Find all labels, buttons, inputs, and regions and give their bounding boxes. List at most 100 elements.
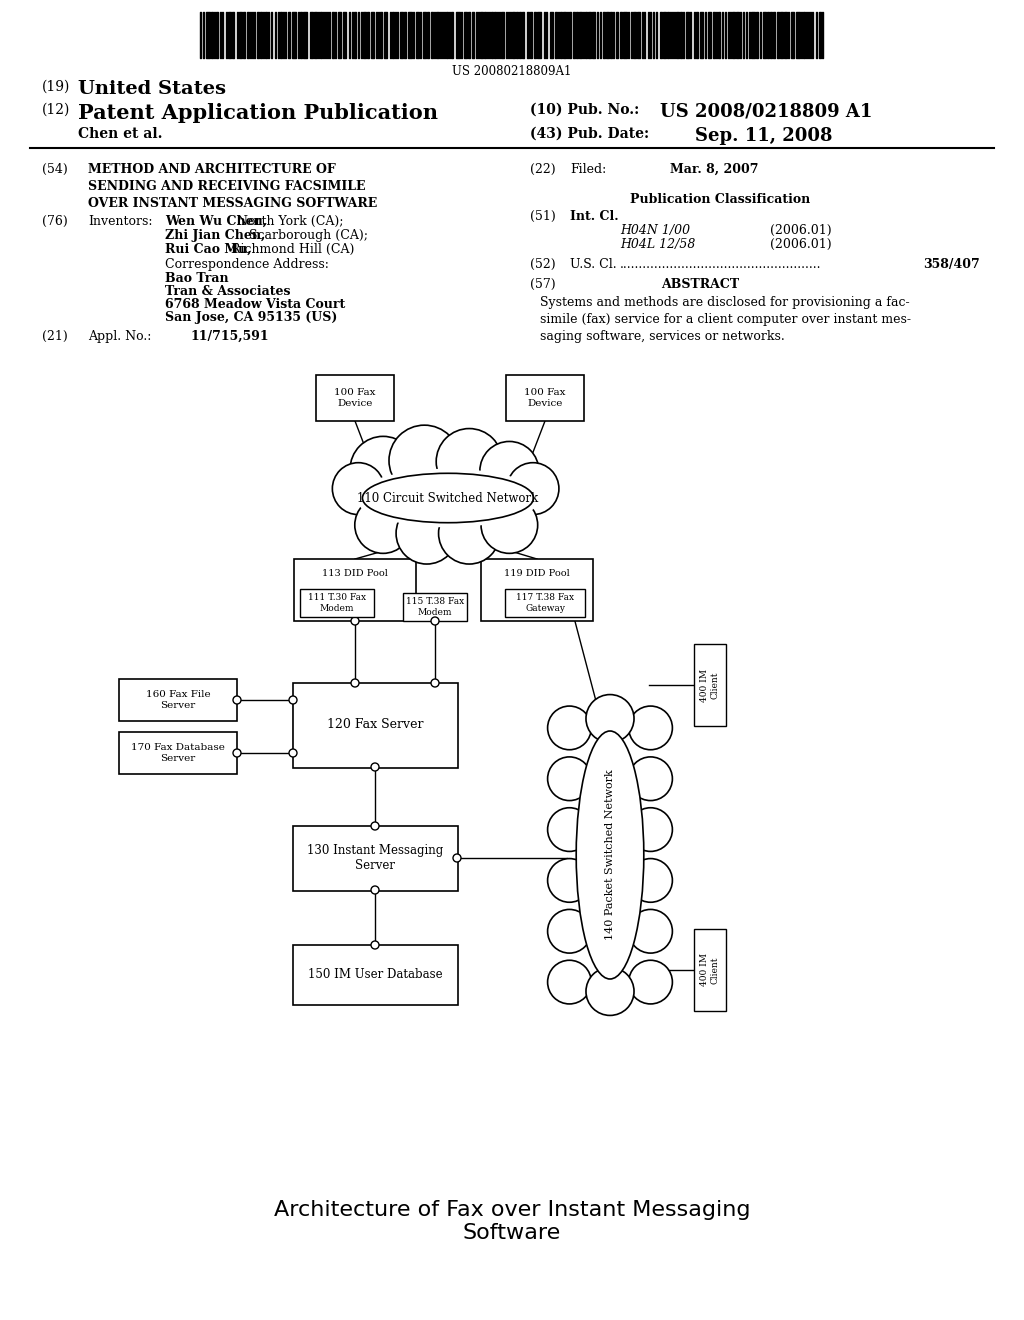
Text: (57): (57) [530,279,556,290]
FancyBboxPatch shape [293,945,458,1005]
Circle shape [350,437,416,503]
FancyBboxPatch shape [481,558,593,620]
Text: North York (CA);: North York (CA); [233,215,343,228]
Circle shape [548,858,591,903]
FancyBboxPatch shape [293,825,458,891]
Text: Tran & Associates: Tran & Associates [165,285,291,298]
Text: 115 T.38 Fax
Modem: 115 T.38 Fax Modem [406,597,464,616]
Text: (52): (52) [530,257,556,271]
Circle shape [548,756,591,800]
Text: (76): (76) [42,215,68,228]
Text: Filed:: Filed: [570,162,606,176]
Text: Inventors:: Inventors: [88,215,153,228]
Circle shape [586,694,634,743]
Text: 100 Fax
Device: 100 Fax Device [334,388,376,408]
Text: 11/715,591: 11/715,591 [190,330,268,343]
Circle shape [371,822,379,830]
Circle shape [333,463,384,515]
FancyBboxPatch shape [403,593,467,620]
Text: H04L 12/58: H04L 12/58 [620,238,695,251]
Text: US 20080218809A1: US 20080218809A1 [453,65,571,78]
Text: Systems and methods are disclosed for provisioning a fac-
simile (fax) service f: Systems and methods are disclosed for pr… [540,296,911,343]
Circle shape [507,463,559,515]
Circle shape [371,941,379,949]
Text: Bao Tran: Bao Tran [165,272,228,285]
Circle shape [629,706,673,750]
Text: United States: United States [78,81,226,98]
Text: 400 IM
Client: 400 IM Client [700,953,720,986]
FancyBboxPatch shape [119,678,237,721]
Circle shape [629,960,673,1005]
Text: 160 Fax File
Server: 160 Fax File Server [145,690,210,710]
Ellipse shape [568,708,651,1002]
Circle shape [233,696,241,704]
Text: (2006.01): (2006.01) [770,224,831,238]
Circle shape [438,503,500,564]
Text: US 2008/0218809 A1: US 2008/0218809 A1 [660,103,872,121]
Text: (21): (21) [42,330,68,343]
Circle shape [629,808,673,851]
Circle shape [233,748,241,756]
Text: Mar. 8, 2007: Mar. 8, 2007 [670,162,759,176]
Text: 170 Fax Database
Server: 170 Fax Database Server [131,743,225,763]
FancyBboxPatch shape [300,589,374,616]
Text: ABSTRACT: ABSTRACT [660,279,739,290]
Text: (12): (12) [42,103,71,117]
Text: 117 T.38 Fax
Gateway: 117 T.38 Fax Gateway [516,593,574,612]
Text: Scarborough (CA);: Scarborough (CA); [245,228,368,242]
Text: 100 Fax
Device: 100 Fax Device [524,388,565,408]
Text: Chen et al.: Chen et al. [78,127,163,141]
Text: Sep. 11, 2008: Sep. 11, 2008 [695,127,833,145]
Text: Zhi Jian Chen,: Zhi Jian Chen, [165,228,265,242]
Circle shape [586,968,634,1015]
Text: 140 Packet Switched Network: 140 Packet Switched Network [605,770,615,940]
Circle shape [548,960,591,1005]
Circle shape [289,748,297,756]
Text: 130 Instant Messaging
Server: 130 Instant Messaging Server [307,843,443,873]
Text: San Jose, CA 95135 (US): San Jose, CA 95135 (US) [165,312,337,323]
Circle shape [389,425,460,496]
Circle shape [289,696,297,704]
FancyBboxPatch shape [316,375,394,421]
Text: ....................................................: ........................................… [620,257,821,271]
Text: 120 Fax Server: 120 Fax Server [327,718,423,731]
Circle shape [453,854,461,862]
Text: Architecture of Fax over Instant Messaging
Software: Architecture of Fax over Instant Messagi… [273,1200,751,1243]
Ellipse shape [362,474,534,523]
Circle shape [548,706,591,750]
Text: (54): (54) [42,162,68,176]
Text: 6768 Meadow Vista Court: 6768 Meadow Vista Court [165,298,345,312]
Text: (2006.01): (2006.01) [770,238,831,251]
Ellipse shape [356,470,540,527]
FancyBboxPatch shape [505,589,585,616]
Text: 119 DID Pool: 119 DID Pool [504,569,570,578]
Circle shape [371,886,379,894]
Text: (10) Pub. No.:: (10) Pub. No.: [530,103,644,117]
Circle shape [351,678,359,686]
FancyBboxPatch shape [293,682,458,767]
Text: Richmond Hill (CA): Richmond Hill (CA) [227,243,354,256]
Text: Patent Application Publication: Patent Application Publication [78,103,438,123]
FancyBboxPatch shape [294,558,416,620]
Circle shape [629,909,673,953]
Circle shape [629,858,673,903]
Text: U.S. Cl.: U.S. Cl. [570,257,616,271]
Text: (19): (19) [42,81,71,94]
Circle shape [480,441,539,500]
Circle shape [436,429,503,495]
FancyBboxPatch shape [506,375,584,421]
Text: Publication Classification: Publication Classification [630,193,810,206]
Ellipse shape [342,462,554,535]
Text: METHOD AND ARCHITECTURE OF
SENDING AND RECEIVING FACSIMILE
OVER INSTANT MESSAGIN: METHOD AND ARCHITECTURE OF SENDING AND R… [88,162,377,210]
Circle shape [548,808,591,851]
Text: Int. Cl.: Int. Cl. [570,210,618,223]
Text: Correspondence Address:: Correspondence Address: [165,257,329,271]
Circle shape [354,496,412,553]
FancyBboxPatch shape [694,929,726,1011]
Text: 110 Circuit Switched Network: 110 Circuit Switched Network [357,491,539,504]
Circle shape [431,616,439,624]
FancyBboxPatch shape [694,644,726,726]
Text: Appl. No.:: Appl. No.: [88,330,152,343]
Text: (51): (51) [530,210,556,223]
Text: (22): (22) [530,162,556,176]
